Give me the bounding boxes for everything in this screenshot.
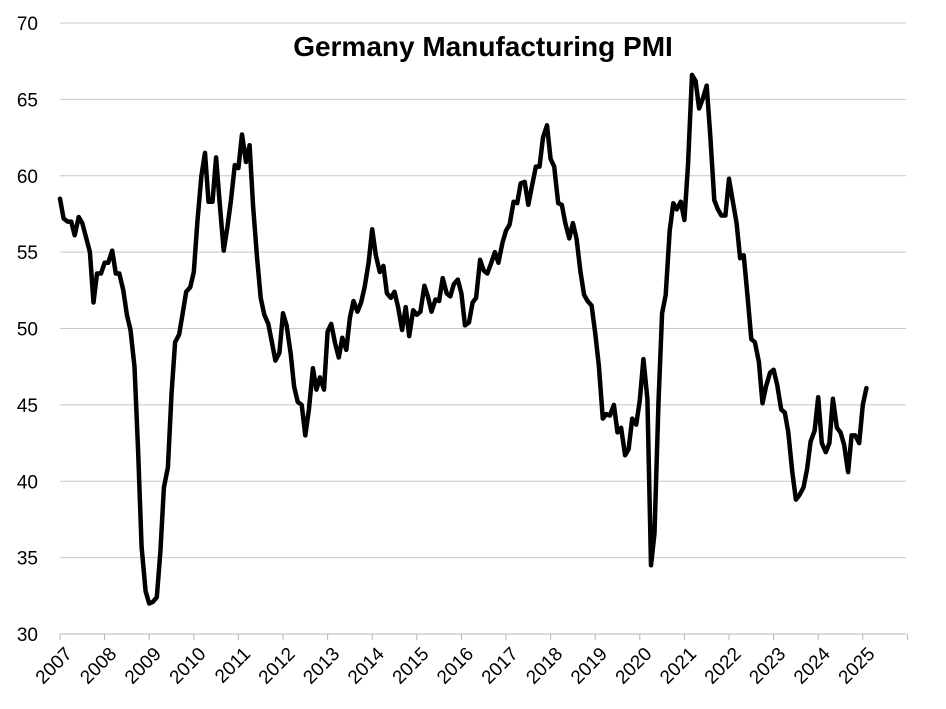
y-tick-label: 55 [17,243,38,264]
y-tick-label: 45 [17,396,38,417]
x-tick-label: 2009 [121,644,166,689]
chart-title: Germany Manufacturing PMI [293,31,673,62]
y-axis: 30 35 40 45 50 55 60 65 70 [17,14,38,646]
x-tick-label: 2025 [835,644,880,689]
x-tick-label: 2010 [166,644,211,689]
x-tick-label: 2023 [745,644,790,689]
x-tick-label: 2008 [76,644,121,689]
x-tick-label: 2012 [255,644,300,689]
x-tick-label: 2011 [211,644,255,688]
x-tick-label: 2013 [299,644,344,689]
x-tick-label: 2019 [567,644,612,689]
x-tick-label: 2007 [32,644,77,689]
y-tick-label: 50 [17,320,38,341]
y-tick-label: 60 [17,167,38,188]
series-line [57,72,869,606]
y-tick-label: 35 [17,549,38,570]
x-tick-label: 2024 [790,643,835,688]
x-tick-label: 2021 [656,644,701,689]
x-tick-label: 2018 [522,644,567,689]
y-tick-label: 70 [17,14,38,35]
x-axis: 2007 2008 2009 2010 2011 2012 2013 2014 2015 2016… [32,633,908,689]
y-tick-label: 40 [17,472,38,493]
y-tick-label: 30 [17,625,38,646]
y-tick-label: 65 [17,90,38,111]
x-tick-label: 2020 [612,644,657,689]
x-tick-label: 2022 [701,644,746,689]
x-tick-label: 2014 [344,643,389,688]
x-tick-label: 2016 [433,644,478,689]
plot-area [57,72,869,606]
x-tick-label: 2015 [389,644,434,689]
x-tick-label: 2017 [478,644,523,689]
